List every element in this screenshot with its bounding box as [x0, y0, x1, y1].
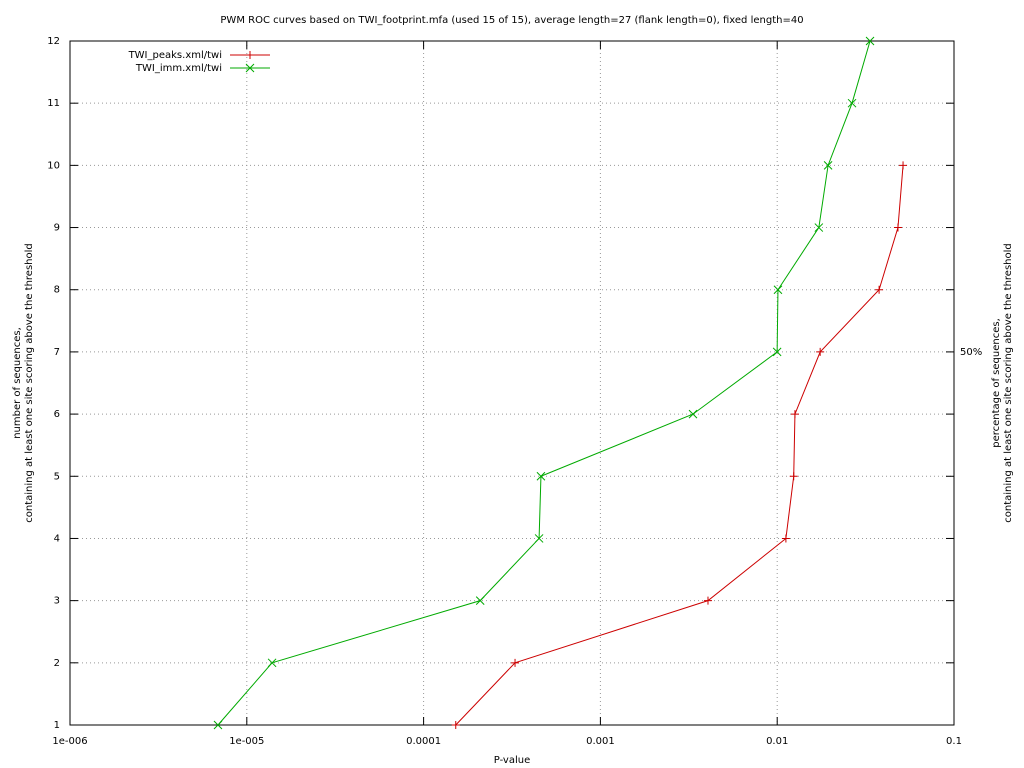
point-marker [536, 471, 546, 481]
legend-marker [245, 63, 255, 73]
series-line [217, 40, 871, 726]
point-marker [893, 223, 902, 232]
y-tick-label: 11 [47, 98, 60, 109]
point-marker [511, 658, 520, 667]
x-tick-label: 0.01 [766, 736, 788, 747]
y-tick-label: 6 [54, 409, 60, 420]
series-line [455, 165, 904, 726]
y-tick-label: 12 [47, 36, 60, 47]
y-axis-label-line: containing at least one site scoring abo… [24, 243, 35, 523]
point-marker [816, 347, 825, 356]
point-marker [814, 223, 824, 232]
y-tick-label: 5 [54, 471, 60, 482]
legend-marker [246, 51, 254, 59]
point-marker [475, 596, 485, 605]
y2-tick-label: 50% [960, 347, 982, 358]
y-tick-label: 1 [54, 720, 60, 731]
point-marker [534, 534, 544, 543]
chart-title: PWM ROC curves based on TWI_footprint.mf… [220, 15, 803, 26]
y2-axis-label-line: percentage of sequences, [991, 318, 1002, 448]
y-axis-label: number of sequences, containing at least… [12, 243, 35, 523]
point-marker [213, 720, 223, 730]
point-marker [875, 285, 884, 294]
y-tick-label: 9 [54, 223, 60, 234]
legend-label: TWI_peaks.xml/twi [128, 50, 222, 61]
point-marker [703, 596, 712, 605]
y-tick-label: 3 [54, 596, 60, 607]
x-tick-label: 1e-006 [52, 736, 87, 747]
point-marker [781, 534, 790, 543]
point-marker [823, 161, 833, 170]
point-marker [899, 161, 908, 170]
point-marker [773, 285, 783, 295]
y2-axis-label-line: containing at least one site scoring abo… [1003, 243, 1014, 523]
y-tick-label: 8 [54, 285, 60, 296]
y2-axis-label: percentage of sequences, containing at l… [991, 243, 1014, 523]
x-tick-label: 0.001 [586, 736, 615, 747]
point-marker [865, 36, 875, 46]
point-marker [451, 721, 460, 729]
y-tick-label: 2 [54, 658, 60, 669]
x-tick-label: 0.1 [946, 736, 962, 747]
y-tick-label: 4 [54, 533, 60, 544]
y-tick-label: 7 [54, 347, 60, 358]
x-axis-label: P-value [494, 755, 530, 766]
point-marker [847, 98, 857, 108]
plot-border [69, 40, 955, 726]
legend-label: TWI_imm.xml/twi [135, 63, 222, 74]
y-tick-label: 10 [47, 160, 60, 171]
point-marker [789, 472, 798, 481]
x-tick-label: 0.0001 [406, 736, 441, 747]
x-tick-label: 1e-005 [229, 736, 264, 747]
point-marker [790, 410, 799, 419]
point-marker [267, 658, 277, 668]
point-marker [688, 409, 698, 419]
legend: TWI_peaks.xml/twi TWI_imm.xml/twi [128, 50, 270, 74]
point-marker [772, 347, 782, 357]
y-axis-label-line: number of sequences, [12, 327, 23, 439]
